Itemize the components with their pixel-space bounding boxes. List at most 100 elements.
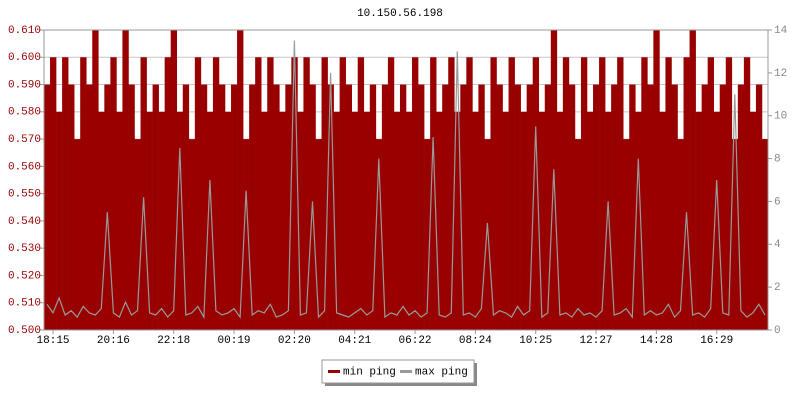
x-tick-label: 02:20 (278, 335, 311, 347)
y-tick-label: 0.550 (8, 189, 41, 201)
bar (164, 57, 171, 330)
bar (442, 84, 449, 330)
y-tick-label: 0.560 (8, 161, 41, 173)
bar (406, 111, 413, 331)
bar (381, 84, 389, 330)
bar (436, 111, 443, 331)
bar (623, 139, 630, 330)
bar (92, 30, 99, 330)
bar (454, 111, 461, 331)
bar (62, 57, 69, 330)
bar (460, 84, 467, 330)
bar (466, 57, 473, 330)
bar (116, 111, 123, 331)
bar (212, 57, 220, 330)
bar (430, 57, 437, 330)
y2-tick-label: 0 (774, 325, 781, 337)
bar (418, 84, 425, 330)
bar (140, 57, 147, 330)
bar (176, 111, 184, 331)
bar (303, 57, 310, 330)
legend-label: max ping (415, 366, 468, 378)
bar (587, 111, 594, 331)
legend-box (321, 359, 475, 384)
bar (218, 84, 226, 330)
bar (725, 57, 733, 330)
bar (321, 57, 328, 330)
bar (526, 84, 533, 330)
legend-label: min ping (343, 366, 396, 378)
bar (641, 57, 648, 330)
bar (110, 57, 117, 330)
bar (146, 111, 153, 331)
bar (538, 111, 546, 331)
bar (508, 57, 515, 330)
bar (267, 57, 274, 330)
line (46, 40, 766, 320)
bar (104, 84, 111, 330)
bar (327, 84, 334, 330)
bar (707, 57, 714, 330)
bar (273, 84, 280, 330)
bar (255, 57, 262, 330)
bar (478, 84, 485, 330)
bar (568, 84, 576, 330)
y-tick-label: 0.510 (8, 298, 41, 310)
bar (695, 111, 702, 331)
bar (490, 57, 497, 330)
bar (719, 84, 727, 330)
bar (98, 111, 105, 331)
bar (574, 139, 582, 330)
x-tick-label: 16:29 (700, 335, 733, 347)
x-tick-label: 14:28 (640, 335, 673, 347)
x-tick-label: 00:19 (218, 335, 251, 347)
y-tick-label: 0.610 (8, 25, 41, 37)
bar (448, 57, 455, 330)
bar (761, 139, 769, 330)
bar (285, 84, 292, 330)
bar (653, 30, 660, 330)
bar (134, 139, 141, 330)
bar (737, 84, 745, 330)
bar (749, 111, 757, 331)
bar (743, 57, 751, 330)
bar (617, 57, 624, 330)
y2-tick-label: 10 (774, 111, 787, 123)
x-tick-label: 06:22 (399, 335, 432, 347)
legend: min ping max ping (321, 359, 475, 384)
bar (399, 84, 407, 330)
bar (599, 57, 606, 330)
bar (755, 84, 763, 330)
y-tick-label: 0.520 (8, 270, 41, 282)
bar (369, 84, 377, 330)
bar (520, 111, 527, 331)
y-tick-label: 0.580 (8, 107, 41, 119)
y2-tick-label: 4 (774, 239, 781, 251)
y-tick-label: 0.590 (8, 79, 41, 91)
bar (363, 111, 371, 331)
y2-tick-label: 8 (774, 153, 781, 165)
bar (182, 84, 190, 330)
y2-tick-label: 14 (774, 25, 788, 37)
bar (44, 84, 51, 330)
bar (152, 84, 159, 330)
bar (279, 111, 286, 331)
bar (514, 84, 521, 330)
bar (677, 139, 684, 330)
bar (635, 111, 642, 331)
bar (683, 57, 690, 330)
bar (128, 84, 135, 330)
x-tick-label: 04:21 (338, 335, 371, 347)
bar (562, 57, 570, 330)
bar (194, 57, 202, 330)
y-tick-label: 0.600 (8, 52, 41, 64)
y2-tick-label: 12 (774, 68, 787, 80)
bar (297, 111, 304, 331)
x-tick-label: 20:16 (97, 335, 130, 347)
y-tick-label: 0.570 (8, 134, 41, 146)
bar (50, 57, 57, 330)
y-tick-label: 0.540 (8, 216, 41, 228)
bar (333, 111, 340, 331)
bar (68, 84, 75, 330)
bar (593, 84, 600, 330)
